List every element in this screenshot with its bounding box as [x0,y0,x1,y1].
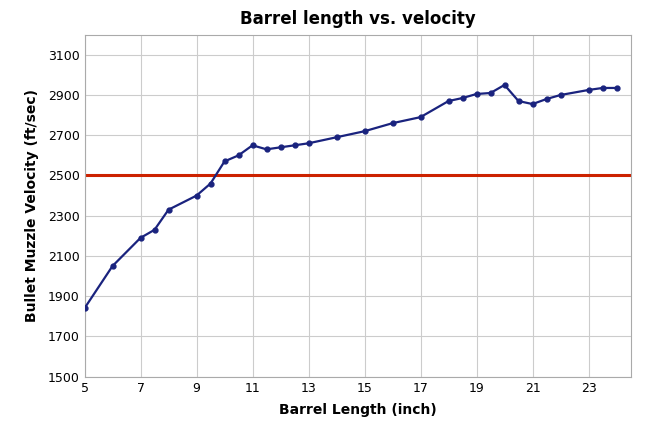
X-axis label: Barrel Length (inch): Barrel Length (inch) [279,403,436,417]
Y-axis label: Bullet Muzzle Velocity (ft/sec): Bullet Muzzle Velocity (ft/sec) [25,89,40,322]
Title: Barrel length vs. velocity: Barrel length vs. velocity [240,10,475,28]
